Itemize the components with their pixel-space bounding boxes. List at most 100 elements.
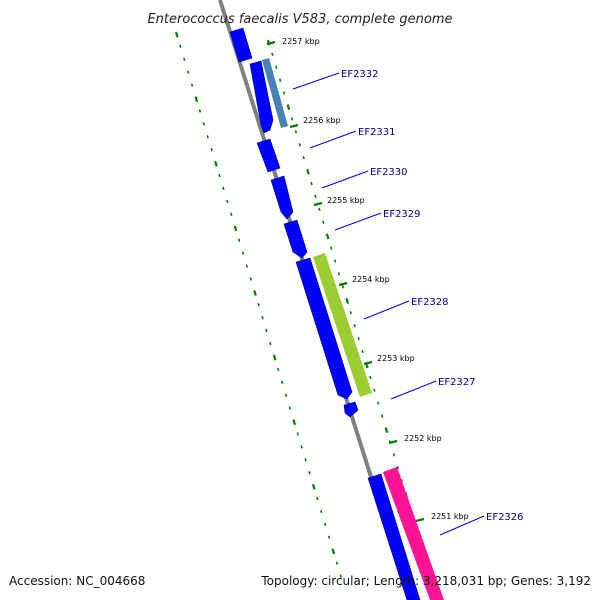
tick-mark bbox=[294, 130, 298, 134]
gene-label: EF2331 bbox=[358, 127, 396, 138]
kbp-marker-dash bbox=[388, 439, 398, 445]
inner-tick-track bbox=[174, 31, 343, 578]
tick-mark bbox=[353, 323, 356, 328]
genome-title: Enterococcus faecalis V583, complete gen… bbox=[147, 12, 452, 27]
kbp-marker-dash bbox=[266, 40, 276, 46]
tick-mark bbox=[320, 509, 323, 514]
gene-leader-line bbox=[439, 515, 485, 536]
gene-label: EF2332 bbox=[341, 69, 379, 80]
tick-mark bbox=[265, 328, 268, 333]
tick-mark bbox=[261, 316, 264, 320]
gene-arrow-ef2329 bbox=[283, 219, 308, 259]
kbp-label: 2251 kbp bbox=[431, 512, 469, 521]
gene-leader-line bbox=[309, 130, 357, 149]
tick-mark bbox=[327, 535, 331, 539]
tick-mark bbox=[237, 238, 241, 242]
tick-mark bbox=[271, 52, 274, 57]
tick-mark bbox=[306, 168, 310, 175]
gene-arrow-ef2326 bbox=[367, 473, 421, 600]
gene-arrow-ef2327 bbox=[343, 401, 359, 418]
tick-mark bbox=[392, 453, 396, 457]
tick-mark bbox=[214, 160, 218, 167]
kbp-marker-dash bbox=[363, 360, 373, 366]
tick-mark bbox=[318, 207, 321, 212]
tick-mark bbox=[396, 466, 400, 470]
tick-mark bbox=[233, 225, 238, 232]
tick-mark bbox=[292, 419, 297, 426]
tick-mark bbox=[241, 251, 245, 255]
tick-mark bbox=[275, 65, 278, 69]
tick-mark bbox=[298, 143, 302, 147]
kbp-markers: 2257 kbp 2256 kbp 2255 kbp 2254 kbp 2253 kbp… bbox=[266, 37, 469, 523]
gene-leader-line bbox=[390, 380, 437, 400]
tick-mark bbox=[339, 574, 343, 578]
tick-mark bbox=[272, 354, 277, 361]
kbp-label: 2254 kbp bbox=[352, 275, 390, 284]
tick-mark bbox=[341, 285, 345, 289]
tick-mark bbox=[230, 212, 233, 216]
kbp-marker-dash bbox=[313, 201, 323, 207]
kbp-marker-dash bbox=[415, 517, 425, 523]
tick-mark bbox=[380, 414, 384, 418]
gene-arrow-ef2328 bbox=[295, 257, 353, 400]
gene-arrow-ef2332 bbox=[249, 60, 274, 134]
tick-mark bbox=[183, 57, 186, 61]
tick-mark bbox=[323, 522, 327, 527]
gene-overlap-ef2328 bbox=[313, 253, 372, 397]
gene-leader-line bbox=[334, 212, 382, 231]
tick-mark bbox=[280, 380, 284, 384]
gene-label: EF2327 bbox=[438, 377, 476, 388]
tick-mark bbox=[194, 96, 199, 103]
gene-label: EF2330 bbox=[370, 167, 408, 178]
tick-mark bbox=[174, 31, 179, 38]
tick-mark bbox=[373, 388, 376, 392]
tick-mark bbox=[249, 277, 252, 281]
kbp-marker-dash bbox=[338, 281, 348, 287]
tick-mark bbox=[333, 259, 337, 263]
tick-mark bbox=[206, 135, 209, 139]
tick-mark bbox=[316, 496, 319, 501]
tick-mark bbox=[218, 173, 221, 178]
gene-arrow-top bbox=[229, 27, 253, 63]
tick-mark bbox=[186, 70, 190, 74]
tick-mark bbox=[190, 83, 194, 87]
tick-mark bbox=[300, 445, 303, 449]
tick-mark bbox=[276, 367, 280, 372]
kbp-label: 2253 kbp bbox=[377, 354, 415, 363]
tick-mark bbox=[296, 432, 299, 436]
gene-label: EF2329 bbox=[383, 209, 421, 220]
tick-mark bbox=[269, 341, 272, 346]
tick-mark bbox=[311, 483, 316, 490]
tick-mark bbox=[210, 148, 213, 152]
kbp-label: 2255 kbp bbox=[327, 196, 365, 205]
tick-mark bbox=[226, 199, 229, 204]
tick-mark bbox=[322, 220, 325, 224]
tick-mark bbox=[349, 311, 352, 315]
tick-mark bbox=[310, 181, 313, 186]
gene-overlap-ef2332 bbox=[262, 58, 288, 128]
gene-leader-line bbox=[363, 300, 410, 320]
tick-mark bbox=[290, 117, 294, 121]
tick-mark bbox=[314, 194, 317, 199]
gene-arrow-ef2331 bbox=[256, 138, 281, 173]
tick-mark bbox=[337, 272, 341, 276]
gene-label: EF2328 bbox=[411, 297, 449, 308]
gene-labels: EF2332 EF2331 EF2330 EF2329 EF2328 EF2327 EF23… bbox=[292, 69, 524, 536]
forward-gene-track bbox=[229, 27, 421, 600]
tick-mark bbox=[331, 548, 336, 555]
tick-mark bbox=[282, 91, 286, 95]
gene-overlap-ef2326 bbox=[383, 467, 444, 600]
gene-label: EF2326 bbox=[486, 512, 524, 523]
kbp-marker-dash bbox=[289, 123, 299, 129]
tick-mark bbox=[329, 246, 333, 250]
accession-text: Accession: NC_004668 bbox=[9, 574, 146, 588]
tick-mark bbox=[384, 427, 389, 434]
gene-leader-line bbox=[292, 72, 340, 90]
tick-mark bbox=[202, 122, 206, 126]
tick-mark bbox=[278, 78, 282, 82]
tick-mark bbox=[198, 109, 202, 113]
tick-mark bbox=[245, 264, 249, 268]
tick-mark bbox=[308, 471, 311, 475]
kbp-label: 2257 kbp bbox=[282, 37, 320, 46]
